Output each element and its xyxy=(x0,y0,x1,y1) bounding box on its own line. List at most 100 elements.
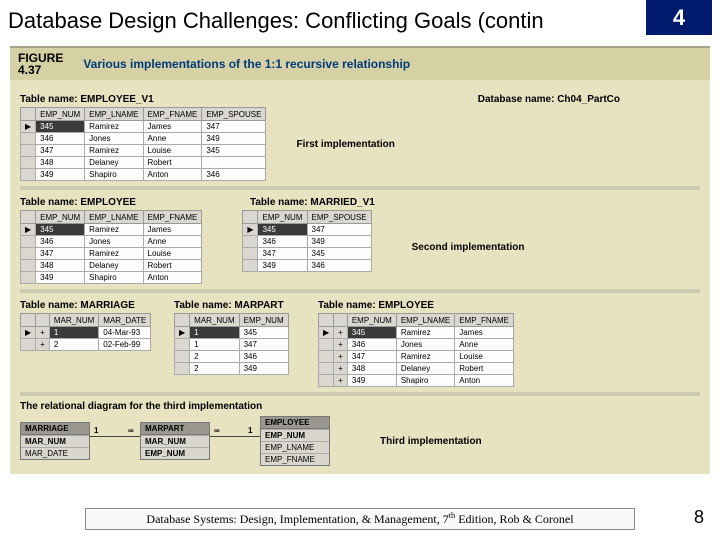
col: MAR_NUM xyxy=(49,314,98,327)
rel-box-marriage: MARRIAGE MAR_NUM MAR_DATE xyxy=(20,422,90,460)
col: EMP_NUM xyxy=(239,314,288,327)
cell: Ramirez xyxy=(85,248,143,260)
rel-title: EMPLOYEE xyxy=(261,417,329,429)
table-name-marpart: Table name: MARPART xyxy=(174,300,304,311)
cell xyxy=(202,157,266,169)
cell: 345 xyxy=(307,248,371,260)
table-marpart: MAR_NUM EMP_NUM ▶1345 1347 2346 2349 xyxy=(174,313,289,375)
figure-header: FIGURE 4.37 Various implementations of t… xyxy=(10,46,710,80)
cell: 346 xyxy=(258,236,307,248)
cell: 346 xyxy=(36,236,85,248)
cell: 345 xyxy=(36,224,85,236)
cell: Shapiro xyxy=(396,375,454,387)
figure-title: Various implementations of the 1:1 recur… xyxy=(83,57,410,71)
cell: Anton xyxy=(455,375,514,387)
cell: Shapiro xyxy=(85,169,143,181)
rel-field: MAR_NUM xyxy=(21,435,89,447)
col: EMP_LNAME xyxy=(396,314,454,327)
cell: 347 xyxy=(36,248,85,260)
section3-captions: Table name: MARRIAGE Table name: MARPART… xyxy=(20,298,700,313)
cell: 2 xyxy=(190,351,239,363)
cell: 348 xyxy=(36,157,85,169)
cell: 347 xyxy=(347,351,396,363)
table-name-employee-v1: Table name: EMPLOYEE_V1 xyxy=(20,94,154,105)
rel-connector-line xyxy=(90,436,140,437)
cell: 349 xyxy=(307,236,371,248)
cell: 1 xyxy=(49,327,98,339)
cell: 346 xyxy=(347,339,396,351)
cell: 346 xyxy=(202,169,266,181)
cell: 349 xyxy=(202,133,266,145)
database-name-label: Database name: Ch04_PartCo xyxy=(478,94,620,105)
cell: 349 xyxy=(347,375,396,387)
cell: 349 xyxy=(36,169,85,181)
footer-text-2: Edition, Rob & Coronel xyxy=(455,512,573,526)
page-number: 8 xyxy=(694,507,704,528)
col: MAR_NUM xyxy=(190,314,239,327)
rel-box-employee: EMPLOYEE EMP_NUM EMP_LNAME EMP_FNAME xyxy=(260,416,330,466)
cell: Ramirez xyxy=(396,351,454,363)
col-emp-fname: EMP_FNAME xyxy=(143,108,202,121)
footer-citation: Database Systems: Design, Implementation… xyxy=(85,508,635,530)
footer-text-1: Database Systems: Design, Implementation… xyxy=(146,512,448,526)
cell: 345 xyxy=(239,327,288,339)
cell: Anne xyxy=(455,339,514,351)
figure-area: FIGURE 4.37 Various implementations of t… xyxy=(10,46,710,474)
col: MAR_DATE xyxy=(99,314,151,327)
cell: Delaney xyxy=(85,260,143,272)
table-employee-v1: EMP_NUM EMP_LNAME EMP_FNAME EMP_SPOUSE ▶… xyxy=(20,107,266,181)
section1-row: EMP_NUM EMP_LNAME EMP_FNAME EMP_SPOUSE ▶… xyxy=(20,107,700,181)
rel-field: EMP_FNAME xyxy=(261,453,329,465)
cell: James xyxy=(455,327,514,339)
rel-connector-line xyxy=(210,436,260,437)
col: EMP_NUM xyxy=(347,314,396,327)
cell: James xyxy=(143,121,202,133)
divider xyxy=(20,289,700,293)
col: EMP_FNAME xyxy=(455,314,514,327)
rel-cardinality: 1 xyxy=(94,426,98,435)
cell: Robert xyxy=(143,157,202,169)
cell: 345 xyxy=(202,145,266,157)
rel-field: MAR_NUM xyxy=(141,435,209,447)
figure-number: FIGURE 4.37 xyxy=(18,52,63,76)
cell: Anton xyxy=(143,169,202,181)
chapter-badge: 4 xyxy=(646,0,712,35)
rel-title: MARPART xyxy=(141,423,209,435)
first-implementation-label: First implementation xyxy=(296,139,394,150)
cell: 1 xyxy=(190,339,239,351)
cell: 347 xyxy=(307,224,371,236)
rel-cardinality: 1 xyxy=(248,426,252,435)
table-name-marriage: Table name: MARRIAGE xyxy=(20,300,160,311)
col: EMP_NUM xyxy=(36,211,85,224)
cell: Jones xyxy=(396,339,454,351)
cell: Anne xyxy=(143,236,202,248)
rel-field: EMP_LNAME xyxy=(261,441,329,453)
rel-field: MAR_DATE xyxy=(21,447,89,459)
cell: 346 xyxy=(239,351,288,363)
cell: 02-Feb-99 xyxy=(99,339,151,351)
col: EMP_FNAME xyxy=(143,211,202,224)
table-name-employee: Table name: EMPLOYEE xyxy=(20,197,210,208)
cell: 347 xyxy=(239,339,288,351)
cell: 349 xyxy=(36,272,85,284)
second-implementation-label: Second implementation xyxy=(412,242,525,253)
cell: Robert xyxy=(143,260,202,272)
rel-box-marpart: MARPART MAR_NUM EMP_NUM xyxy=(140,422,210,460)
third-implementation-label: Third implementation xyxy=(380,436,482,447)
rel-field: EMP_NUM xyxy=(261,429,329,441)
table-married-v1: EMP_NUM EMP_SPOUSE ▶345347 346349 347345… xyxy=(242,210,371,272)
cell: 04-Mar-93 xyxy=(99,327,151,339)
cell: Louise xyxy=(455,351,514,363)
divider xyxy=(20,186,700,190)
cell: 345 xyxy=(258,224,307,236)
cell: Shapiro xyxy=(85,272,143,284)
table-marriage: MAR_NUM MAR_DATE ▶+104-Mar-93 +202-Feb-9… xyxy=(20,313,151,351)
table-name-employee-3: Table name: EMPLOYEE xyxy=(318,300,434,311)
rel-diagram-heading: The relational diagram for the third imp… xyxy=(20,401,700,412)
section2-row: EMP_NUM EMP_LNAME EMP_FNAME ▶345RamirezJ… xyxy=(20,210,700,284)
figure-number-value: 4.37 xyxy=(18,64,63,76)
cell: Jones xyxy=(85,236,143,248)
divider xyxy=(20,392,700,396)
section1-captions: Table name: EMPLOYEE_V1 Database name: C… xyxy=(20,92,700,107)
cell: 349 xyxy=(258,260,307,272)
